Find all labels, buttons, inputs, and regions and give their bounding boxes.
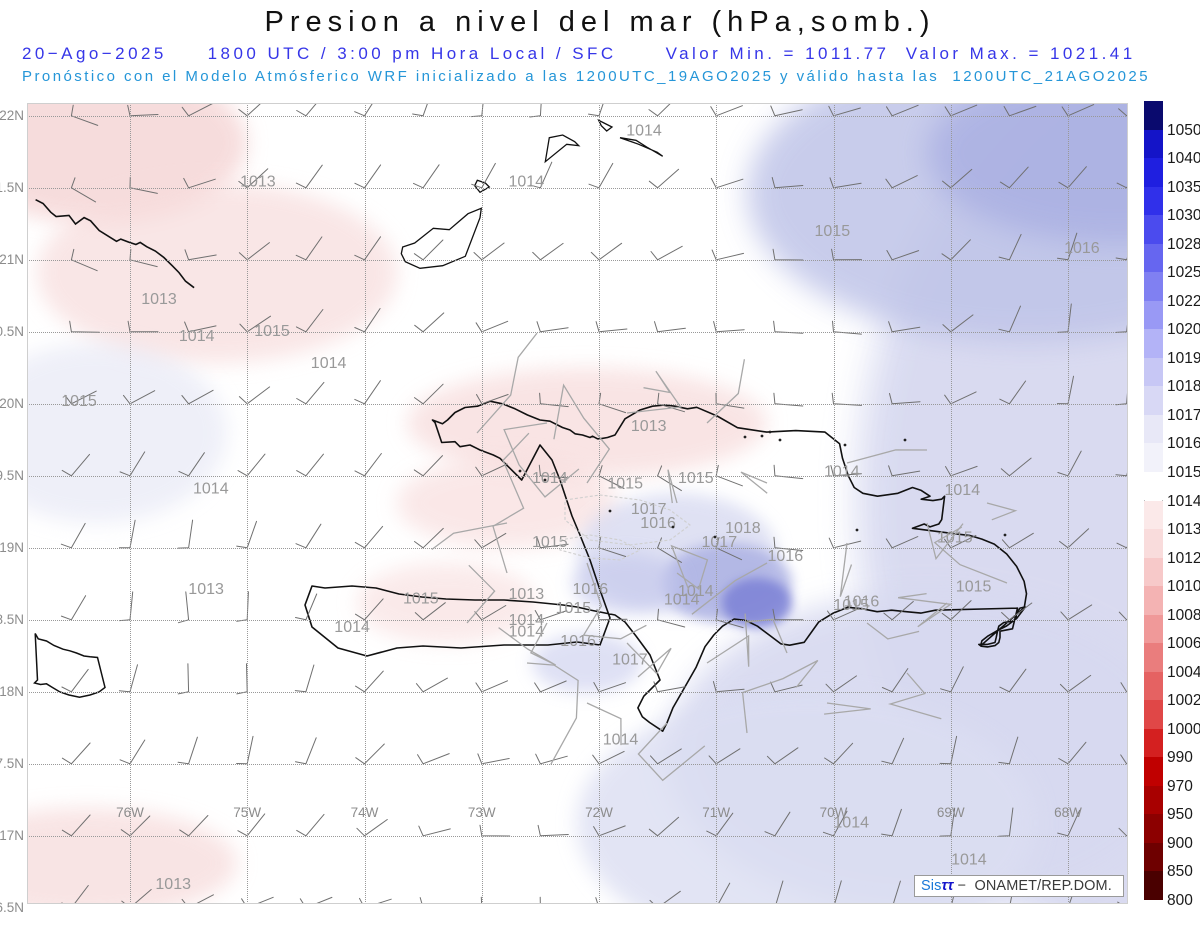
svg-text:1015: 1015 xyxy=(403,591,439,608)
svg-text:1016: 1016 xyxy=(640,515,676,532)
svg-text:1014: 1014 xyxy=(664,591,700,608)
svg-text:1013: 1013 xyxy=(509,586,545,603)
svg-text:1014: 1014 xyxy=(824,463,860,480)
svg-text:1013: 1013 xyxy=(155,876,191,893)
svg-text:1015: 1015 xyxy=(956,578,992,595)
svg-text:1017: 1017 xyxy=(612,652,648,669)
svg-text:1016: 1016 xyxy=(768,548,804,565)
svg-text:1015: 1015 xyxy=(556,600,592,617)
svg-text:1015: 1015 xyxy=(815,223,851,240)
svg-text:1015: 1015 xyxy=(833,597,869,614)
svg-text:1015: 1015 xyxy=(678,470,714,487)
svg-text:1014: 1014 xyxy=(532,470,568,487)
svg-text:1013: 1013 xyxy=(141,291,177,308)
svg-text:1014: 1014 xyxy=(626,123,662,140)
svg-text:1014: 1014 xyxy=(193,480,229,497)
svg-text:1014: 1014 xyxy=(951,851,987,868)
svg-text:1015: 1015 xyxy=(607,476,643,493)
svg-text:1013: 1013 xyxy=(188,581,224,598)
svg-text:1014: 1014 xyxy=(311,355,347,372)
svg-text:1014: 1014 xyxy=(179,328,215,345)
svg-text:1016: 1016 xyxy=(573,581,609,598)
svg-text:1013: 1013 xyxy=(631,418,667,435)
svg-text:1015: 1015 xyxy=(61,393,97,410)
svg-text:1016: 1016 xyxy=(1064,240,1100,257)
